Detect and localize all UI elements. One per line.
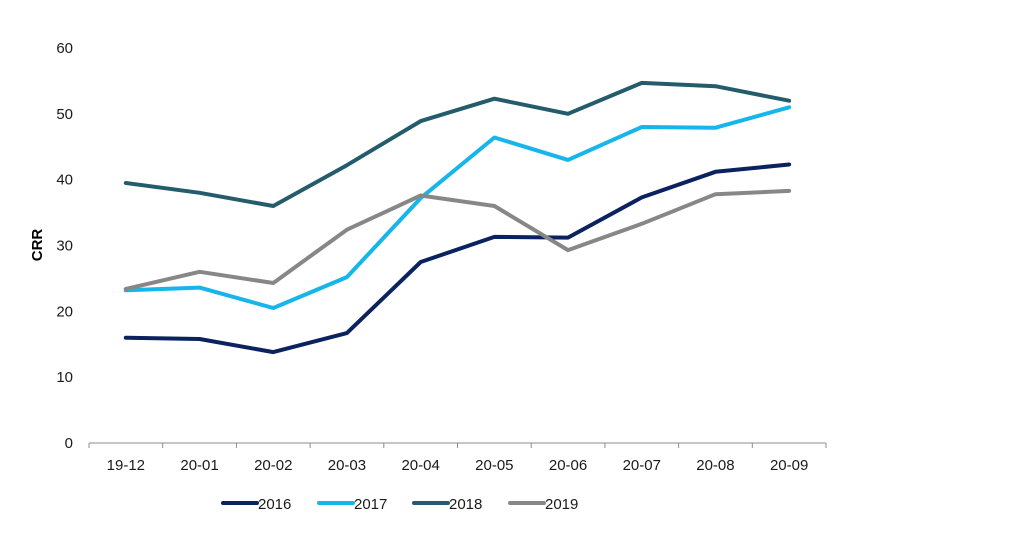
data-point-2018 [198,191,202,195]
x-tick-label: 20-07 [623,457,661,474]
x-tick-label: 20-09 [770,457,808,474]
y-tick-label: 10 [56,369,73,386]
data-point-2019 [787,189,791,193]
data-point-2017 [198,286,202,290]
data-point-2018 [271,204,275,208]
data-point-2019 [198,270,202,274]
y-tick-label: 60 [56,40,73,57]
y-axis: 0 10 20 30 40 50 60 [56,40,73,452]
legend-label-2016: 2016 [258,496,291,513]
data-point-2018 [787,99,791,103]
y-tick-label: 0 [65,435,73,452]
legend-label-2019: 2019 [545,496,578,513]
series-line-2016 [123,162,792,355]
x-tick-label: 20-02 [254,457,292,474]
data-point-2017 [787,105,791,109]
y-tick-label: 40 [56,172,73,189]
data-point-2016 [271,350,275,354]
y-axis-title: CRR [29,229,46,262]
series-line-2019 [123,188,792,291]
data-point-2016 [345,331,349,335]
x-tick-label: 20-03 [328,457,366,474]
x-tick-label: 20-05 [475,457,513,474]
data-point-2018 [345,163,349,167]
data-point-2017 [640,125,644,129]
legend-label-2018: 2018 [449,496,482,513]
data-point-2018 [492,97,496,101]
x-tick-label: 20-01 [180,457,218,474]
data-point-2019 [492,204,496,208]
data-point-2019 [271,281,275,285]
data-point-2016 [566,236,570,240]
data-point-2017 [345,275,349,279]
data-point-2019 [566,248,570,252]
series-line-2018 [123,80,792,208]
data-point-2018 [640,81,644,85]
legend: 2016 2017 2018 2019 [221,496,578,513]
y-tick-label: 20 [56,303,73,320]
data-point-2016 [640,195,644,199]
data-point-2017 [713,126,717,130]
data-point-2018 [419,119,423,123]
series-lines [123,80,792,355]
x-tick-label: 20-08 [696,457,734,474]
data-point-2019 [345,228,349,232]
data-point-2017 [566,158,570,162]
x-axis: 19-12 20-01 20-02 20-03 20-04 20-05 20-06 20-07… [88,442,827,474]
data-point-2018 [124,181,128,185]
y-tick-label: 30 [56,238,73,255]
series-line-2017 [123,105,792,310]
y-tick-label: 50 [56,106,73,123]
x-tick-label: 19-12 [107,457,145,474]
data-point-2016 [124,336,128,340]
data-point-2016 [198,337,202,341]
data-point-2016 [713,170,717,174]
data-point-2016 [492,235,496,239]
data-point-2017 [271,306,275,310]
legend-label-2017: 2017 [354,496,387,513]
data-point-2019 [713,192,717,196]
data-point-2016 [787,163,791,167]
data-point-2017 [492,136,496,140]
data-point-2019 [640,222,644,226]
x-tick-label: 20-04 [401,457,439,474]
data-point-2019 [419,193,423,197]
data-point-2016 [419,260,423,264]
x-tick-label: 20-06 [549,457,587,474]
data-point-2019 [124,287,128,291]
data-point-2018 [713,84,717,88]
data-point-2018 [566,112,570,116]
